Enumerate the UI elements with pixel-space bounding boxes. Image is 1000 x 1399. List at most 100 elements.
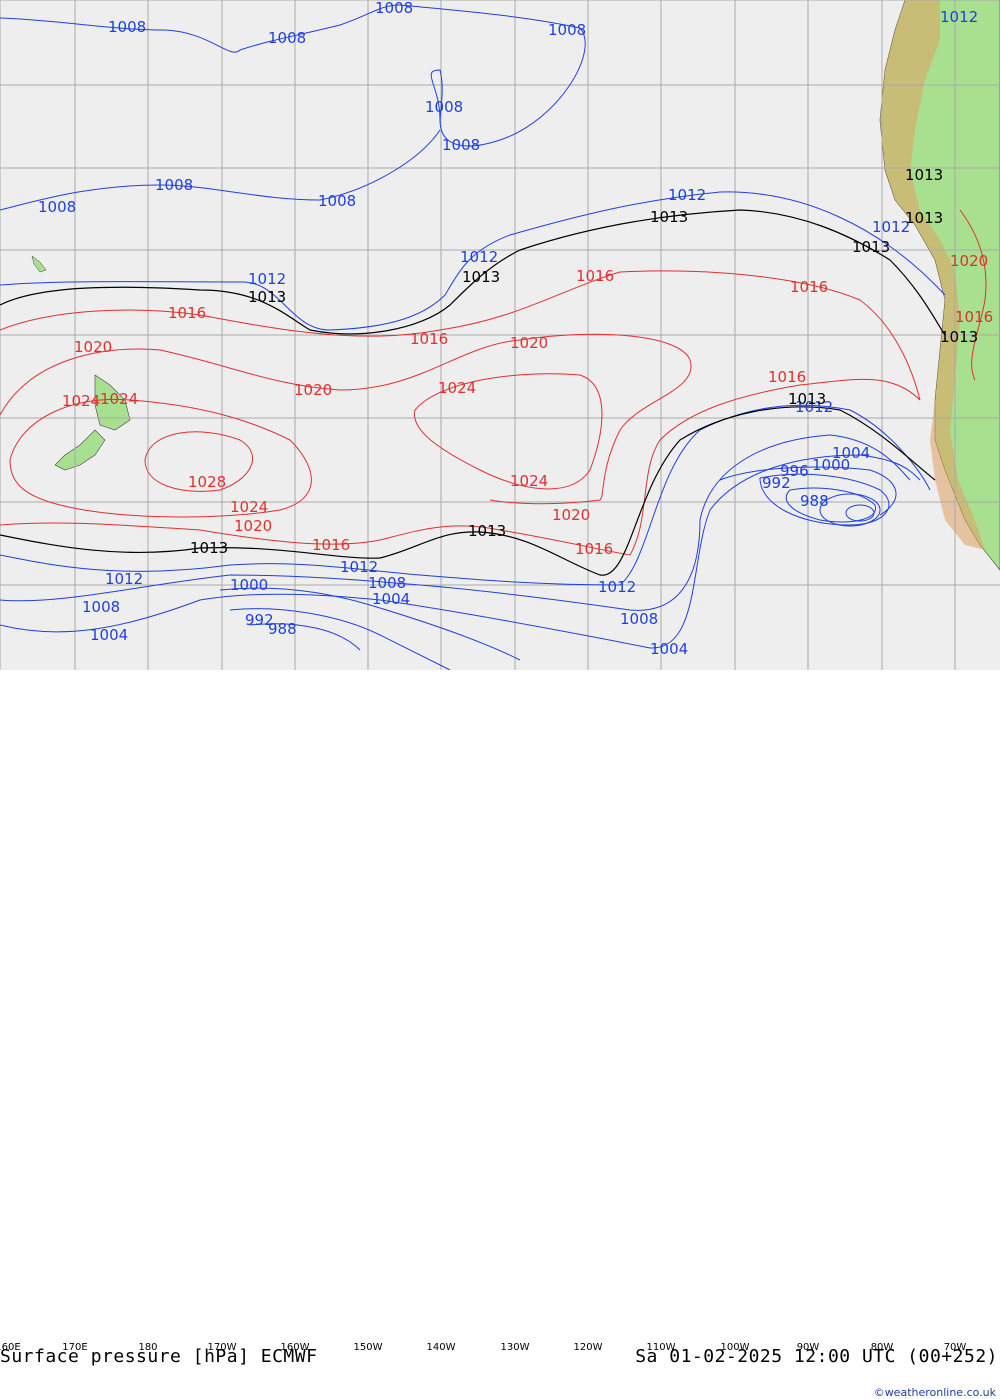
- isobar-label-blue: 996: [780, 462, 809, 480]
- longitude-label: 120W: [573, 1342, 603, 1353]
- isobar-label-blue: 1008: [318, 192, 356, 210]
- isobar-label-black: 1013: [190, 539, 228, 557]
- high-isobars: [0, 209, 987, 556]
- isobar-label-blue: 1012: [598, 578, 636, 596]
- isobar-label-blue: 1004: [372, 590, 410, 608]
- isobar-1028: [144, 431, 253, 492]
- isobar-label-blue: 992: [762, 474, 791, 492]
- isobar-low-ring: [819, 493, 881, 527]
- isobar-label-blue: 1012: [105, 570, 143, 588]
- isobar-label-blue: 1008: [82, 598, 120, 616]
- isobar-1008-mid: [0, 129, 441, 211]
- isobar-label-red: 1024: [100, 390, 138, 408]
- isobar-1016-south: [0, 378, 921, 556]
- isobar-label-red: 1020: [74, 338, 112, 356]
- isobar-1008-north: [0, 4, 401, 53]
- isobar-label-blue: 1012: [668, 186, 706, 204]
- isobar-1000: [219, 466, 897, 661]
- isobar-label-red: 1020: [234, 517, 272, 535]
- fiji-islands: [31, 255, 47, 273]
- isobar-label-black: 1013: [248, 288, 286, 306]
- credit-link[interactable]: ©weatheronline.co.uk: [873, 1386, 996, 1399]
- isobar-1013-north: [0, 209, 946, 336]
- isobar-label-black: 1013: [940, 328, 978, 346]
- isobar-1024-east: [413, 373, 603, 490]
- isobar-1012-b: [0, 404, 931, 586]
- isobar-label-black: 1013: [462, 268, 500, 286]
- longitude-label: 140W: [426, 1342, 456, 1353]
- isobar-label-blue: 1012: [795, 398, 833, 416]
- longitude-label: 130W: [500, 1342, 530, 1353]
- isobar-1016-coast: [959, 209, 987, 381]
- isobar-label-red: 1016: [790, 278, 828, 296]
- isobar-label-blue: 1004: [832, 444, 870, 462]
- isobar-1012-a: [0, 191, 946, 331]
- isobar-label-black: 1013: [468, 522, 506, 540]
- isobar-label-blue: 1004: [650, 640, 688, 658]
- isobar-1020: [0, 333, 692, 505]
- isobar-label-blue: 992: [245, 611, 274, 629]
- isobar-label-red: 1020: [950, 252, 988, 270]
- isobar-988: [249, 487, 876, 651]
- isobar-label-red: 1016: [168, 304, 206, 322]
- isobar-1013-south: [0, 406, 936, 576]
- isobar-label-red: 1020: [510, 334, 548, 352]
- isobar-label-blue: 1008: [375, 0, 413, 17]
- andes: [880, 0, 985, 550]
- isobar-label-red: 1028: [188, 473, 226, 491]
- longitude-label: 150W: [353, 1342, 383, 1353]
- nz-north-island: [94, 374, 131, 431]
- isobar-label-red: 1024: [438, 379, 476, 397]
- isobar-label-blue: 988: [800, 492, 829, 510]
- standard-isobars: [0, 209, 946, 576]
- isobar-label-red: 1020: [552, 506, 590, 524]
- isobar-1024-west: [9, 398, 312, 518]
- isobar-label-black: 1013: [905, 209, 943, 227]
- isobar-label-red: 1016: [575, 540, 613, 558]
- isobar-label-blue: 1004: [90, 626, 128, 644]
- isobar-label-blue: 1008: [155, 176, 193, 194]
- isobar-label-black: 1013: [905, 166, 943, 184]
- pressure-map: 1008100810081008100810081008100810081012…: [0, 0, 1000, 670]
- isobar-label-black: 1013: [650, 208, 688, 226]
- isobar-label-blue: 1008: [425, 98, 463, 116]
- graticule: [0, 0, 1000, 670]
- isobar-1008-loop: [399, 4, 586, 147]
- isobar-label-blue: 1008: [620, 610, 658, 628]
- isobar-label-blue: 1012: [940, 8, 978, 26]
- isobar-label-blue: 1012: [340, 558, 378, 576]
- valid-time: Sa 01-02-2025 12:00 UTC (00+252): [635, 1346, 998, 1367]
- isobar-label-red: 1016: [410, 330, 448, 348]
- isobar-label-red: 1024: [510, 472, 548, 490]
- isobar-label-blue: 1008: [38, 198, 76, 216]
- isobar-label-blue: 1008: [268, 29, 306, 47]
- isobar-label-red: 1020: [294, 381, 332, 399]
- isobar-1008-south: [0, 434, 911, 611]
- low-isobars: [0, 4, 946, 670]
- isobar-1016-north: [0, 270, 921, 401]
- isobar-label-black: 1013: [852, 238, 890, 256]
- isobar-label-blue: 1012: [248, 270, 286, 288]
- isobar-label-black: 1013: [788, 390, 826, 408]
- isobar-label-red: 1016: [576, 267, 614, 285]
- isobar-low-center: [845, 504, 875, 522]
- isobar-996-992: [229, 473, 890, 670]
- isobar-label-blue: 1000: [230, 576, 268, 594]
- land: [31, 0, 1000, 571]
- isobar-label-blue: 988: [268, 620, 297, 638]
- isobar-label-red: 1024: [230, 498, 268, 516]
- footer: 160E170E180170W160W150W140W130W120W110W1…: [0, 670, 1000, 1399]
- isobar-1004: [0, 454, 921, 649]
- isobar-label-blue: 1008: [548, 21, 586, 39]
- isobar-labels: 1008100810081008100810081008100810081012…: [38, 0, 993, 658]
- isobar-label-blue: 1008: [368, 574, 406, 592]
- isobar-label-red: 1016: [955, 308, 993, 326]
- isobar-label-blue: 1012: [460, 248, 498, 266]
- isobar-label-red: 1024: [62, 392, 100, 410]
- isobar-label-blue: 1008: [108, 18, 146, 36]
- isobar-label-blue: 1008: [442, 136, 480, 154]
- isobar-label-red: 1016: [768, 368, 806, 386]
- isobar-label-blue: 1000: [812, 456, 850, 474]
- chart-title: Surface pressure [hPa] ECMWF: [0, 1346, 318, 1367]
- isobar-label-blue: 1012: [872, 218, 910, 236]
